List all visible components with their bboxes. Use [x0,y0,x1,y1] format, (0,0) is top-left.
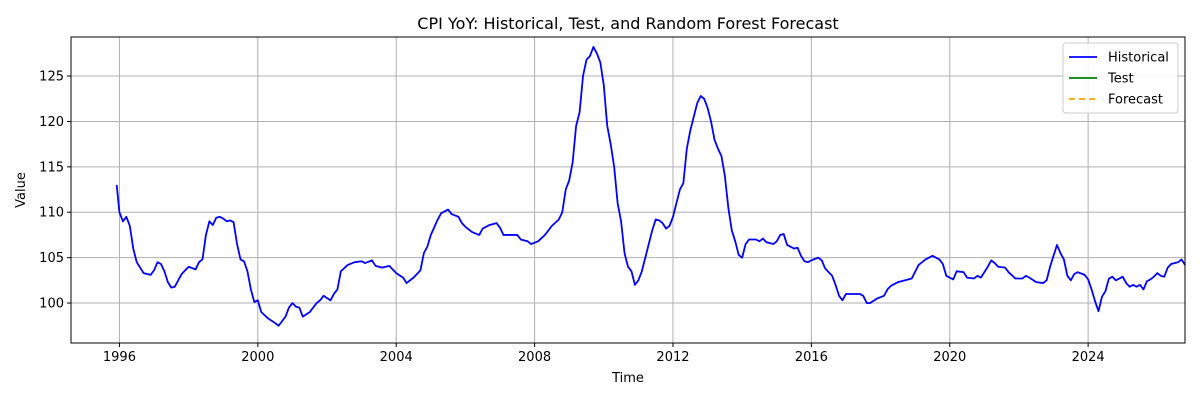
x-tick-label: 2016 [795,350,828,365]
x-tick-label: 1996 [103,350,136,365]
x-axis-ticks: 1996 2000 2004 2008 2012 2016 2020 2024 [103,343,1105,365]
chart-title: CPI YoY: Historical, Test, and Random Fo… [417,14,838,33]
plot-frame [70,36,1186,344]
legend-label-test: Test [1107,72,1134,87]
y-axis-label: Value [14,172,29,208]
x-tick-label: 2012 [656,350,689,365]
y-tick-label: 100 [39,297,64,312]
x-tick-label: 2024 [1072,350,1105,365]
x-tick-label: 2004 [380,350,413,365]
y-tick-label: 115 [39,160,64,175]
legend-box [1062,42,1179,114]
x-axis-label: Time [611,371,644,386]
y-tick-label: 105 [39,251,64,266]
y-axis-ticks: 100 105 110 115 120 125 [39,70,71,312]
y-tick-label: 125 [39,70,64,85]
y-tick-label: 110 [39,206,64,221]
y-tick-label: 120 [39,115,64,130]
legend: Historical Test Forecast [1062,42,1179,114]
series-historical-line [115,46,1186,327]
legend-label-forecast: Forecast [1108,93,1163,108]
legend-label-historical: Historical [1108,51,1169,66]
x-tick-label: 2020 [933,350,966,365]
x-tick-label: 2000 [241,350,274,365]
series-lines [115,46,1186,327]
x-tick-label: 2008 [518,350,551,365]
